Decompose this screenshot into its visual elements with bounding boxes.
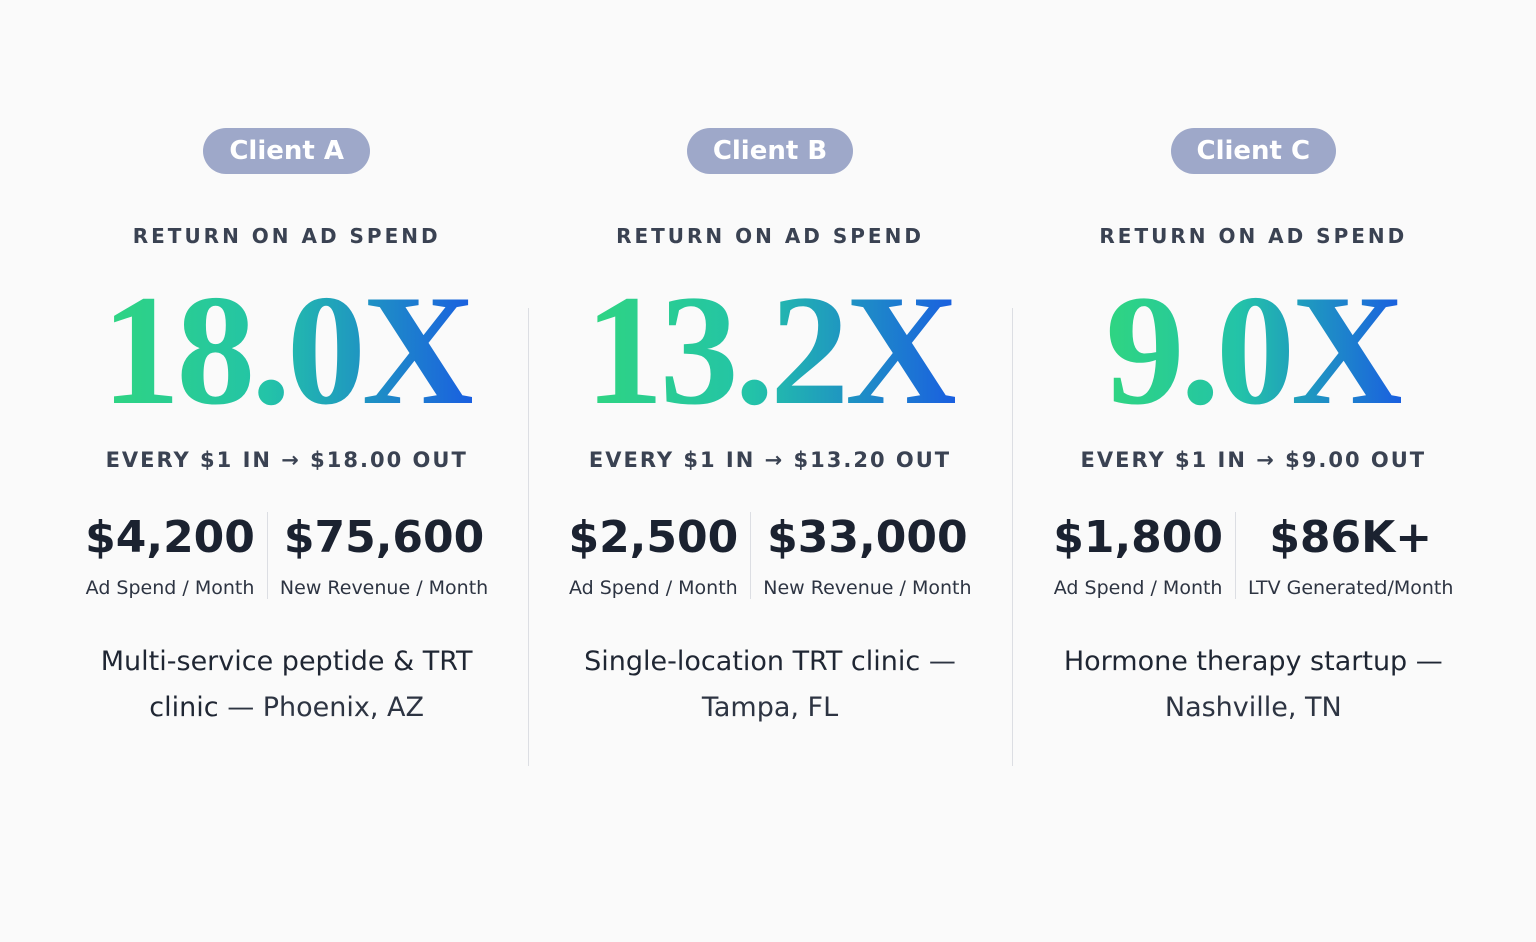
metrics-row: $2,500 Ad Spend / Month $33,000 New Revenue… bbox=[556, 512, 983, 599]
metric: $75,600 New Revenue / Month bbox=[266, 512, 500, 599]
location-text: Nashville, TN bbox=[1164, 692, 1342, 723]
client-badge: Client C bbox=[1170, 128, 1337, 174]
ratio-text: EVERY $1 IN → $18.00 OUT bbox=[105, 448, 468, 472]
description-text: Hormone therapy startup — bbox=[1063, 646, 1443, 677]
client-description: Hormone therapy startup — Nashville, TN bbox=[1033, 639, 1473, 731]
metric-caption: LTV Generated/Month bbox=[1248, 577, 1454, 599]
client-description: Multi-service peptide & TRT clinic — Pho… bbox=[67, 639, 507, 731]
metric: $86K+ LTV Generated/Month bbox=[1235, 512, 1465, 599]
location-text: — Phoenix, AZ bbox=[227, 692, 425, 723]
client-badge: Client B bbox=[686, 128, 854, 174]
metric-caption: New Revenue / Month bbox=[763, 577, 972, 599]
metric-caption: Ad Spend / Month bbox=[85, 577, 255, 599]
metric-caption: Ad Spend / Month bbox=[568, 577, 738, 599]
client-card: Client C RETURN ON AD SPEND 9.0X EVERY $1 I… bbox=[1011, 128, 1495, 768]
metric-caption: Ad Spend / Month bbox=[1053, 577, 1223, 599]
metric-caption: New Revenue / Month bbox=[279, 577, 489, 599]
metric-value: $1,800 bbox=[1053, 512, 1224, 563]
client-description: Single-location TRT clinic — Tampa, FL bbox=[550, 639, 990, 731]
metric-label: RETURN ON AD SPEND bbox=[132, 224, 441, 248]
ratio-text: EVERY $1 IN → $13.20 OUT bbox=[588, 448, 952, 472]
metric-value: $4,200 bbox=[85, 512, 255, 563]
metric-label: RETURN ON AD SPEND bbox=[1099, 224, 1408, 248]
roas-value: 13.2X bbox=[584, 263, 960, 438]
metric: $4,200 Ad Spend / Month bbox=[73, 512, 267, 599]
location-text: — Tampa, FL bbox=[701, 646, 956, 723]
description-text: Single-location TRT clinic bbox=[584, 646, 921, 677]
metric-value: $2,500 bbox=[568, 512, 739, 563]
metric-value: $86K+ bbox=[1269, 512, 1433, 563]
metric-label: RETURN ON AD SPEND bbox=[616, 224, 924, 248]
metric: $2,500 Ad Spend / Month bbox=[556, 512, 750, 599]
metric: $33,000 New Revenue / Month bbox=[750, 512, 983, 599]
client-badge: Client A bbox=[203, 128, 370, 174]
roas-value: 9.0X bbox=[1105, 263, 1406, 438]
client-card: Client A RETURN ON AD SPEND 18.0X EVERY $1 … bbox=[45, 128, 528, 768]
metric-value: $75,600 bbox=[283, 512, 485, 563]
client-card: Client B RETURN ON AD SPEND 13.2X EVERY $1 … bbox=[528, 128, 1011, 768]
metric: $1,800 Ad Spend / Month bbox=[1041, 512, 1235, 599]
description-text: Multi-service peptide & TRT clinic bbox=[100, 646, 473, 723]
metric-value: $33,000 bbox=[767, 512, 968, 563]
client-results: Client A RETURN ON AD SPEND 18.0X EVERY $1 … bbox=[45, 128, 1495, 768]
ratio-text: EVERY $1 IN → $9.00 OUT bbox=[1080, 448, 1427, 472]
metrics-row: $1,800 Ad Spend / Month $86K+ LTV Generated… bbox=[1041, 512, 1465, 599]
metrics-row: $4,200 Ad Spend / Month $75,600 New Revenue… bbox=[73, 512, 500, 599]
roas-value: 18.0X bbox=[101, 263, 476, 438]
